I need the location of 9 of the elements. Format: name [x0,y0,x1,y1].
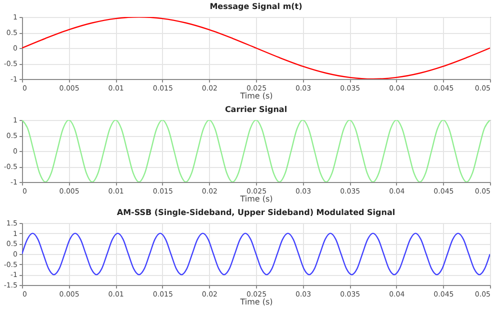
x-axis-title: Time (s) [239,194,273,204]
line-series [22,120,490,182]
x-axis-title: Time (s) [239,298,273,306]
x-axis-title: Time (s) [239,92,273,100]
chart-title: AM-SSB (Single-Sideband, Upper Sideband) Modulated Signal [116,208,396,217]
chart-title: Message Signal m(t) [210,2,302,11]
line-series [22,232,490,276]
line-series [22,17,490,79]
chart-title: Carrier Signal [224,105,288,114]
